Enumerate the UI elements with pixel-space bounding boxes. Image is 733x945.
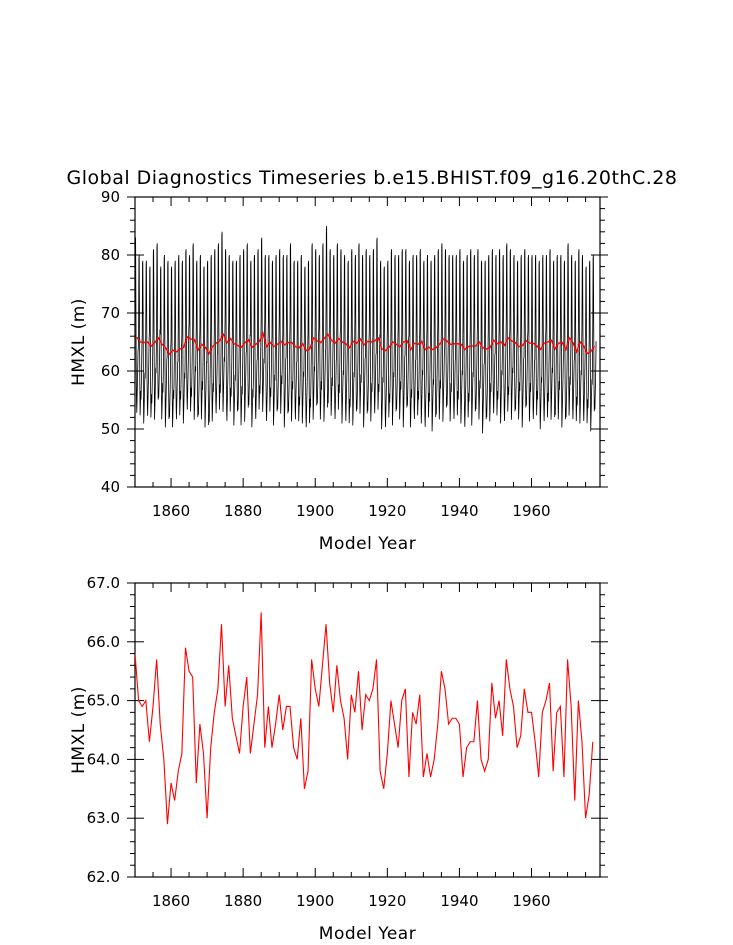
x-tick-label: 1860: [152, 892, 190, 910]
x-tick-label: 1920: [368, 502, 406, 520]
x-tick-label: 1960: [512, 502, 550, 520]
annual-mean-series-line: [135, 612, 594, 825]
y-tick-label: 70: [101, 304, 120, 322]
annual-mean-series-line: [136, 331, 596, 356]
x-tick-label: 1900: [296, 502, 334, 520]
figure-title: Global Diagnostics Timeseries b.e15.BHIS…: [67, 167, 678, 189]
monthly-series-line: [135, 225, 597, 434]
x-tick-label: 1920: [368, 892, 406, 910]
y-tick-label: 66.0: [87, 633, 120, 651]
x-tick-label: 1860: [152, 502, 190, 520]
x-tick-label: 1960: [512, 892, 550, 910]
y-tick-label: 60: [101, 362, 120, 380]
x-tick-label: 1880: [224, 502, 262, 520]
y-tick-label: 64.0: [87, 750, 120, 768]
x-axis-label: Model Year: [319, 924, 416, 944]
y-tick-label: 65.0: [87, 692, 120, 710]
x-tick-label: 1900: [296, 892, 334, 910]
y-tick-label: 67.0: [87, 574, 120, 592]
y-tick-label: 80: [101, 246, 120, 264]
plot-frame: [134, 196, 601, 488]
annual-mean-panel: 1860 1880 1900 1920 1940 1960 62.0 63.0 64.0 65.0…: [69, 574, 608, 944]
y-axis-label: HMXL (m): [69, 298, 89, 386]
monthly-timeseries-panel: 1860 1880 1900 1920 1940 1960 40 50 60 70 80 90 Mode…: [69, 188, 608, 554]
y-tick-label: 63.0: [87, 809, 120, 827]
plot-frame: [134, 582, 601, 878]
x-tick-label: 1880: [224, 892, 262, 910]
y-tick-label: 40: [101, 478, 120, 496]
x-tick-label: 1940: [440, 892, 478, 910]
x-tick-label: 1940: [440, 502, 478, 520]
x-axis-label: Model Year: [319, 534, 416, 554]
y-tick-label: 62.0: [87, 868, 120, 886]
y-tick-label: 50: [101, 420, 120, 438]
y-tick-label: 90: [101, 188, 120, 206]
y-axis-label: HMXL (m): [69, 686, 89, 774]
